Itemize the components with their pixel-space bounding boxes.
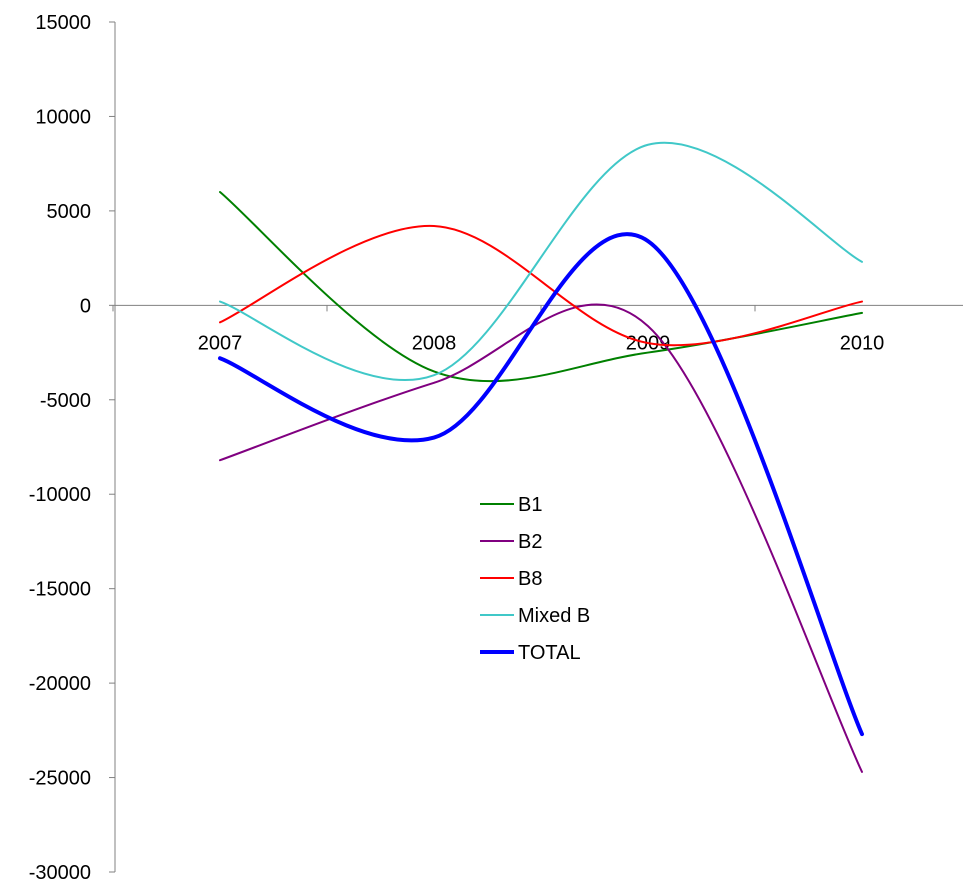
series-line-b8 bbox=[219, 224, 863, 347]
legend-label-b1: B1 bbox=[518, 494, 542, 516]
legend-label-mixed-b: Mixed B bbox=[518, 605, 590, 627]
series-line-b1 bbox=[219, 191, 863, 383]
y-tick-label: 0 bbox=[80, 295, 91, 317]
chart-axes: 15000 10000 5000 0 -5000 -10000 -15000 -20000 -2… bbox=[29, 12, 963, 884]
chart-legend: B1 B2 B8 Mixed B TOTAL bbox=[480, 494, 590, 664]
x-tick-label: 2010 bbox=[840, 332, 885, 354]
y-tick-label: 15000 bbox=[35, 12, 91, 34]
series-line-mixed-b bbox=[219, 141, 863, 382]
y-tick-label: -15000 bbox=[29, 579, 91, 601]
x-tick-label: 2007 bbox=[198, 332, 243, 354]
y-tick-label: -5000 bbox=[40, 390, 91, 412]
series-line-b2 bbox=[219, 303, 863, 773]
series-line-total bbox=[218, 232, 864, 737]
y-tick-label: -10000 bbox=[29, 484, 91, 506]
y-tick-label: 10000 bbox=[35, 106, 91, 128]
chart-series bbox=[218, 141, 864, 773]
y-tick-label: -20000 bbox=[29, 673, 91, 695]
x-tick-label: 2008 bbox=[412, 332, 457, 354]
y-tick-label: -25000 bbox=[29, 768, 91, 790]
y-tick-label: -30000 bbox=[29, 862, 91, 884]
legend-label-total: TOTAL bbox=[518, 642, 581, 664]
legend-label-b2: B2 bbox=[518, 531, 542, 553]
legend-label-b8: B8 bbox=[518, 568, 542, 590]
y-tick-label: 5000 bbox=[47, 201, 92, 223]
